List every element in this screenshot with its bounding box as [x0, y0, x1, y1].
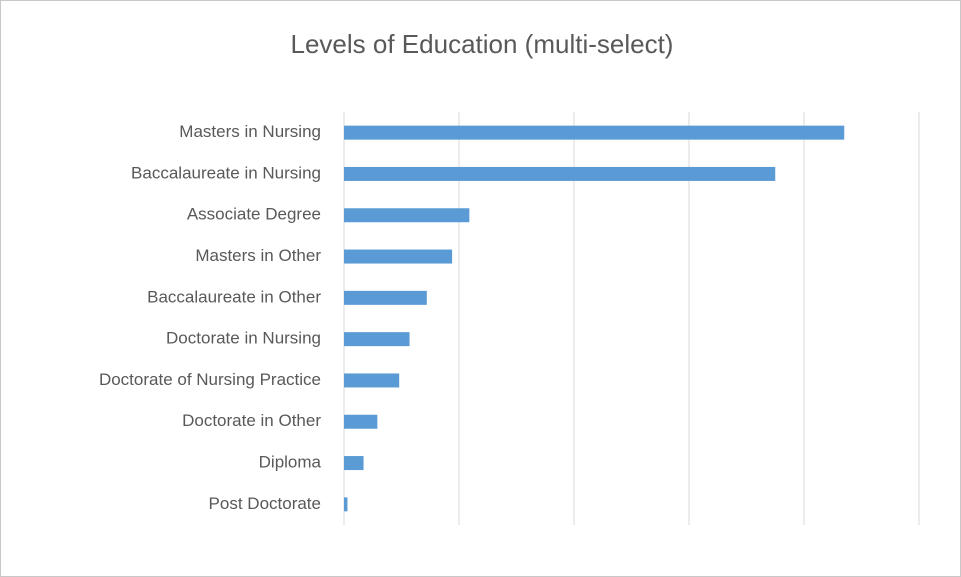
- bar: [344, 332, 410, 347]
- y-tick-label: Doctorate in Nursing: [166, 329, 321, 348]
- y-tick-label: Baccalaureate in Other: [147, 287, 321, 306]
- y-tick-label: Masters in Nursing: [179, 122, 321, 141]
- y-tick-label: Baccalaureate in Nursing: [131, 163, 321, 182]
- bar: [344, 208, 470, 223]
- bar: [344, 166, 776, 181]
- y-tick-label: Doctorate in Other: [182, 411, 321, 430]
- bar: [344, 125, 845, 140]
- bar: [344, 290, 427, 305]
- y-tick-label: Doctorate of Nursing Practice: [99, 370, 321, 389]
- bar: [344, 497, 348, 512]
- bar: [344, 456, 364, 471]
- y-tick-label: Post Doctorate: [209, 494, 321, 513]
- bar: [344, 414, 378, 429]
- bar: [344, 373, 400, 388]
- bar: [344, 249, 453, 264]
- chart-title: Levels of Education (multi-select): [291, 29, 674, 59]
- y-tick-label: Masters in Other: [195, 246, 321, 265]
- y-tick-label: Diploma: [259, 453, 322, 472]
- y-tick-label: Associate Degree: [187, 205, 321, 224]
